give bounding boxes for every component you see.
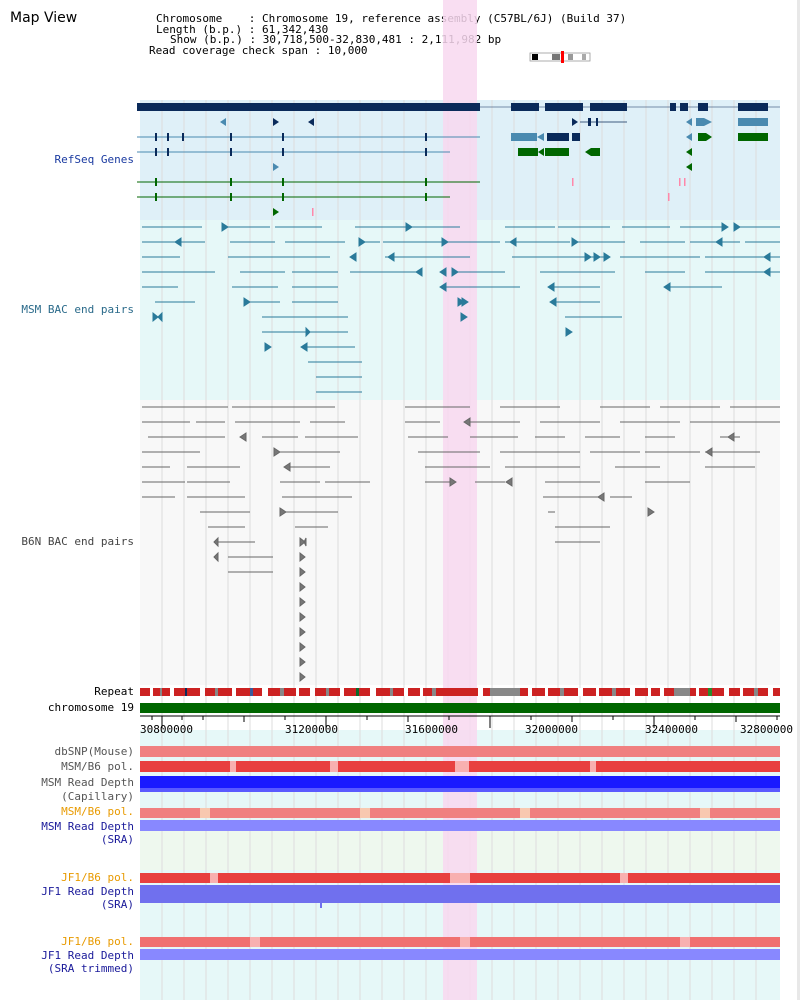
track-label-jf1-b6-pol[interactable]: JF1/B6 pol.: [61, 871, 134, 884]
refseq-genes[interactable]: [137, 103, 780, 216]
highlight-region[interactable]: [443, 0, 477, 1000]
show-key: Show (b.p.): [170, 33, 243, 46]
coverage-info: Read coverage check span : 10,000: [149, 45, 368, 56]
track-label-refseq[interactable]: RefSeq Genes: [54, 153, 134, 166]
track-label-chromosome[interactable]: chromosome 19: [47, 701, 134, 714]
track-label-msm-bac[interactable]: MSM BAC end pairs: [21, 303, 134, 316]
track-label-jf1-depth-sra[interactable]: JF1 Read Depth: [41, 885, 134, 898]
track-label-b6n-bac[interactable]: B6N BAC end pairs: [21, 535, 134, 548]
length-value: : 61,342,430: [248, 23, 329, 36]
length-key: Length (b.p.): [156, 23, 243, 36]
track-label-msm-depth-sra-sub: (SRA): [100, 833, 134, 846]
track-label-msm-depth-sra[interactable]: MSM Read Depth: [41, 820, 134, 833]
axis-tick-label: 32800000: [740, 723, 793, 736]
axis-tick-label: 31600000: [405, 723, 458, 736]
track-label-msm-b6-pol-2[interactable]: MSM/B6 pol.: [61, 805, 134, 818]
axis-tick-label: 32000000: [525, 723, 578, 736]
track-label-jf1-b6-pol-2[interactable]: JF1/B6 pol.: [61, 935, 134, 948]
repeat-track[interactable]: [140, 688, 780, 696]
track-label-msm-depth-capillary-sub: (Capillary): [61, 790, 134, 803]
coverage-value: : 10,000: [314, 44, 368, 57]
snp-tracks[interactable]: [140, 746, 780, 960]
right-border: [797, 0, 800, 1000]
axis-tick-label: 32400000: [645, 723, 698, 736]
chromosome-bar[interactable]: [140, 703, 780, 713]
track-label-dbsnp[interactable]: dbSNP(Mouse): [54, 745, 134, 758]
chromosome-ideogram-icon[interactable]: [529, 51, 591, 63]
page-title: Map View: [10, 10, 78, 26]
axis-tick-label: 31200000: [285, 723, 338, 736]
track-label-repeat[interactable]: Repeat: [94, 685, 134, 698]
track-label-jf1-depth-sra-sub: (SRA): [100, 898, 134, 911]
track-label-msm-depth-capillary[interactable]: MSM Read Depth: [41, 776, 134, 789]
track-label-jf1-depth-trimmed[interactable]: JF1 Read Depth: [41, 949, 134, 962]
chromosome-key: Chromosome: [156, 12, 223, 25]
msm-bac-end-pairs[interactable]: [142, 222, 780, 393]
track-label-jf1-depth-trimmed-sub: (SRA trimmed): [47, 962, 134, 975]
axis-tick-label: 30800000: [140, 723, 193, 736]
coverage-key: Read coverage check span: [149, 44, 308, 57]
track-label-msm-b6-pol[interactable]: MSM/B6 pol.: [61, 760, 134, 773]
b6n-bac-end-pairs[interactable]: [142, 406, 780, 683]
length-info: Length (b.p.) : 61,342,430: [156, 24, 328, 35]
coordinate-axis: [140, 715, 780, 728]
